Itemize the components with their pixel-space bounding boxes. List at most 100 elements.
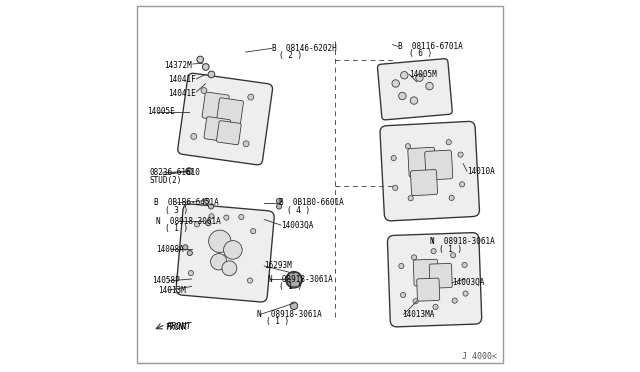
Circle shape	[209, 204, 214, 209]
Circle shape	[399, 263, 404, 269]
Text: B  08146-6202H: B 08146-6202H	[271, 44, 337, 53]
Circle shape	[206, 221, 211, 226]
Text: ( 3 ): ( 3 )	[164, 206, 188, 215]
Circle shape	[460, 182, 465, 187]
Text: 14013MA: 14013MA	[402, 310, 434, 319]
Circle shape	[433, 304, 438, 310]
Circle shape	[462, 262, 467, 267]
Text: ( 1 ): ( 1 )	[266, 317, 289, 326]
Circle shape	[248, 278, 253, 283]
Text: 08236-61610: 08236-61610	[150, 169, 200, 177]
Circle shape	[183, 245, 188, 250]
FancyBboxPatch shape	[380, 121, 479, 221]
Circle shape	[426, 83, 433, 90]
Circle shape	[251, 228, 256, 234]
Circle shape	[449, 195, 454, 201]
Circle shape	[452, 298, 457, 303]
Text: 14003QA: 14003QA	[452, 278, 484, 287]
Circle shape	[209, 214, 214, 219]
FancyBboxPatch shape	[410, 170, 438, 196]
Circle shape	[223, 241, 242, 259]
Circle shape	[401, 71, 408, 79]
Text: 14005E: 14005E	[147, 107, 175, 116]
Circle shape	[405, 144, 410, 149]
Polygon shape	[286, 273, 302, 287]
Text: N  08918-3061A: N 08918-3061A	[429, 237, 495, 246]
Text: 16293M: 16293M	[264, 262, 292, 270]
Circle shape	[239, 214, 244, 219]
Circle shape	[191, 134, 196, 140]
Text: 14005M: 14005M	[410, 70, 437, 79]
FancyBboxPatch shape	[408, 147, 436, 177]
Circle shape	[208, 71, 215, 78]
Text: 14003QA: 14003QA	[281, 221, 314, 230]
Circle shape	[248, 94, 253, 100]
Text: STUD(2): STUD(2)	[150, 176, 182, 185]
FancyBboxPatch shape	[429, 263, 452, 288]
FancyBboxPatch shape	[378, 59, 452, 120]
Text: 14041F: 14041F	[168, 76, 195, 84]
FancyBboxPatch shape	[178, 73, 273, 165]
Circle shape	[276, 198, 282, 203]
Circle shape	[197, 56, 204, 63]
Circle shape	[211, 254, 227, 270]
Text: 14008A: 14008A	[156, 245, 184, 254]
FancyBboxPatch shape	[202, 92, 229, 121]
Circle shape	[446, 140, 451, 145]
Text: J 4000<: J 4000<	[461, 352, 497, 361]
FancyBboxPatch shape	[204, 117, 230, 142]
Text: 14013M: 14013M	[158, 286, 186, 295]
Circle shape	[413, 299, 418, 304]
Circle shape	[291, 302, 298, 310]
Circle shape	[201, 87, 207, 93]
Text: 14010A: 14010A	[467, 167, 495, 176]
Text: N  08918-3061A: N 08918-3061A	[156, 217, 220, 226]
Circle shape	[202, 64, 209, 70]
Circle shape	[187, 250, 193, 256]
Circle shape	[401, 292, 406, 298]
FancyBboxPatch shape	[216, 98, 243, 126]
FancyBboxPatch shape	[176, 204, 274, 302]
Text: ( 1 ): ( 1 )	[164, 224, 188, 233]
Text: ( 6 ): ( 6 )	[410, 49, 433, 58]
Text: ( 1 ): ( 1 )	[439, 245, 462, 254]
Circle shape	[392, 185, 398, 190]
Text: FRONT: FRONT	[166, 323, 189, 332]
Text: FRONT: FRONT	[167, 322, 192, 331]
Circle shape	[276, 204, 282, 209]
Circle shape	[399, 92, 406, 100]
FancyBboxPatch shape	[413, 259, 438, 286]
Circle shape	[222, 261, 237, 276]
Text: N  08918-3061A: N 08918-3061A	[268, 275, 333, 283]
Text: N  08918-3061A: N 08918-3061A	[257, 310, 321, 319]
Circle shape	[243, 141, 249, 147]
Text: ( 4 ): ( 4 )	[287, 206, 310, 215]
Circle shape	[391, 155, 396, 161]
Circle shape	[410, 97, 418, 104]
Circle shape	[458, 152, 463, 157]
Circle shape	[431, 248, 436, 254]
Circle shape	[204, 198, 209, 203]
Text: 14372M: 14372M	[164, 61, 191, 70]
Circle shape	[209, 230, 231, 253]
Text: ( 2 ): ( 2 )	[279, 51, 302, 60]
FancyBboxPatch shape	[425, 150, 452, 180]
FancyBboxPatch shape	[216, 121, 241, 145]
Text: B  08116-6701A: B 08116-6701A	[398, 42, 463, 51]
Text: B  0B1B0-6601A: B 0B1B0-6601A	[279, 198, 344, 207]
FancyBboxPatch shape	[387, 232, 482, 327]
Circle shape	[412, 255, 417, 260]
FancyBboxPatch shape	[417, 278, 440, 301]
Text: 14058P: 14058P	[152, 276, 180, 285]
Text: B  0B1B6-6451A: B 0B1B6-6451A	[154, 198, 220, 207]
Text: ( 1 ): ( 1 )	[279, 282, 302, 291]
Circle shape	[408, 196, 413, 201]
Circle shape	[392, 80, 399, 87]
Text: 14041E: 14041E	[168, 89, 195, 97]
Circle shape	[186, 168, 193, 174]
Circle shape	[463, 291, 468, 296]
Circle shape	[416, 74, 423, 81]
Circle shape	[195, 222, 200, 227]
Circle shape	[451, 253, 456, 258]
Circle shape	[188, 270, 193, 276]
